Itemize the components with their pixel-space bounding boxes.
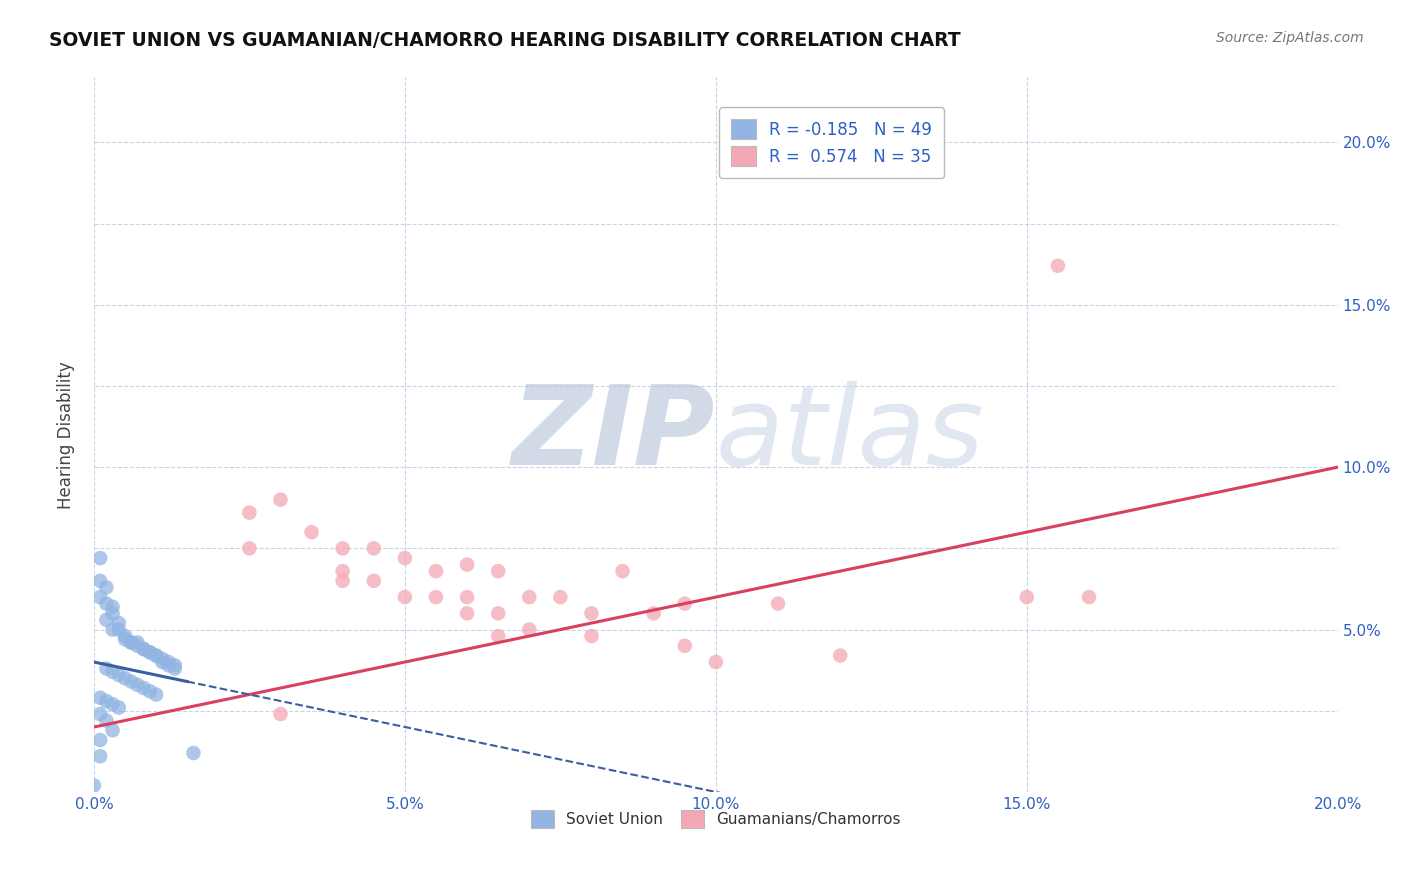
Point bbox=[101, 599, 124, 614]
Point bbox=[96, 661, 118, 675]
Point bbox=[101, 607, 124, 621]
Point bbox=[363, 574, 385, 588]
Point bbox=[89, 733, 111, 747]
Point bbox=[301, 525, 323, 540]
Point bbox=[394, 551, 416, 566]
Point bbox=[114, 632, 136, 647]
Point bbox=[145, 648, 167, 663]
Point bbox=[114, 629, 136, 643]
Point bbox=[425, 564, 447, 578]
Point bbox=[120, 635, 142, 649]
Point bbox=[96, 714, 118, 728]
Point bbox=[150, 652, 173, 666]
Point bbox=[517, 623, 540, 637]
Point bbox=[673, 639, 696, 653]
Point bbox=[150, 655, 173, 669]
Point bbox=[107, 623, 129, 637]
Point bbox=[89, 706, 111, 721]
Point bbox=[673, 597, 696, 611]
Point bbox=[101, 723, 124, 738]
Point bbox=[581, 629, 603, 643]
Point bbox=[139, 684, 162, 698]
Text: atlas: atlas bbox=[716, 381, 984, 488]
Point bbox=[486, 564, 509, 578]
Point bbox=[766, 597, 789, 611]
Point bbox=[132, 642, 155, 657]
Point bbox=[139, 645, 162, 659]
Point bbox=[238, 506, 260, 520]
Text: ZIP: ZIP bbox=[512, 381, 716, 488]
Point bbox=[704, 655, 727, 669]
Point bbox=[1078, 590, 1101, 604]
Point bbox=[183, 746, 205, 760]
Point bbox=[96, 597, 118, 611]
Point bbox=[550, 590, 572, 604]
Point bbox=[89, 590, 111, 604]
Point bbox=[238, 541, 260, 556]
Point bbox=[96, 580, 118, 594]
Point bbox=[139, 645, 162, 659]
Point bbox=[89, 749, 111, 764]
Point bbox=[456, 607, 478, 621]
Legend: Soviet Union, Guamanians/Chamorros: Soviet Union, Guamanians/Chamorros bbox=[524, 804, 907, 834]
Point bbox=[120, 674, 142, 689]
Point bbox=[145, 688, 167, 702]
Point bbox=[425, 590, 447, 604]
Point bbox=[486, 629, 509, 643]
Point bbox=[163, 661, 186, 675]
Point bbox=[157, 655, 180, 669]
Point bbox=[89, 551, 111, 566]
Point bbox=[456, 558, 478, 572]
Point bbox=[120, 635, 142, 649]
Point bbox=[332, 574, 354, 588]
Point bbox=[163, 658, 186, 673]
Point bbox=[89, 690, 111, 705]
Point bbox=[270, 492, 292, 507]
Point bbox=[830, 648, 852, 663]
Point bbox=[332, 541, 354, 556]
Point bbox=[517, 590, 540, 604]
Point bbox=[114, 671, 136, 685]
Point bbox=[107, 668, 129, 682]
Point bbox=[127, 639, 149, 653]
Point bbox=[486, 607, 509, 621]
Point bbox=[394, 590, 416, 604]
Text: SOVIET UNION VS GUAMANIAN/CHAMORRO HEARING DISABILITY CORRELATION CHART: SOVIET UNION VS GUAMANIAN/CHAMORRO HEARI… bbox=[49, 31, 960, 50]
Point bbox=[332, 564, 354, 578]
Point bbox=[612, 564, 634, 578]
Point bbox=[127, 635, 149, 649]
Point bbox=[83, 779, 105, 793]
Y-axis label: Hearing Disability: Hearing Disability bbox=[58, 361, 75, 508]
Point bbox=[107, 616, 129, 631]
Point bbox=[89, 574, 111, 588]
Point bbox=[132, 642, 155, 657]
Point bbox=[581, 607, 603, 621]
Point bbox=[101, 698, 124, 712]
Point bbox=[101, 623, 124, 637]
Point bbox=[127, 678, 149, 692]
Point bbox=[363, 541, 385, 556]
Point bbox=[145, 648, 167, 663]
Point bbox=[456, 590, 478, 604]
Point bbox=[1015, 590, 1038, 604]
Point bbox=[270, 706, 292, 721]
Point bbox=[96, 694, 118, 708]
Point bbox=[107, 700, 129, 714]
Point bbox=[157, 658, 180, 673]
Point bbox=[132, 681, 155, 695]
Point bbox=[1046, 259, 1069, 273]
Point bbox=[643, 607, 665, 621]
Point bbox=[101, 665, 124, 679]
Text: Source: ZipAtlas.com: Source: ZipAtlas.com bbox=[1216, 31, 1364, 45]
Point bbox=[96, 613, 118, 627]
